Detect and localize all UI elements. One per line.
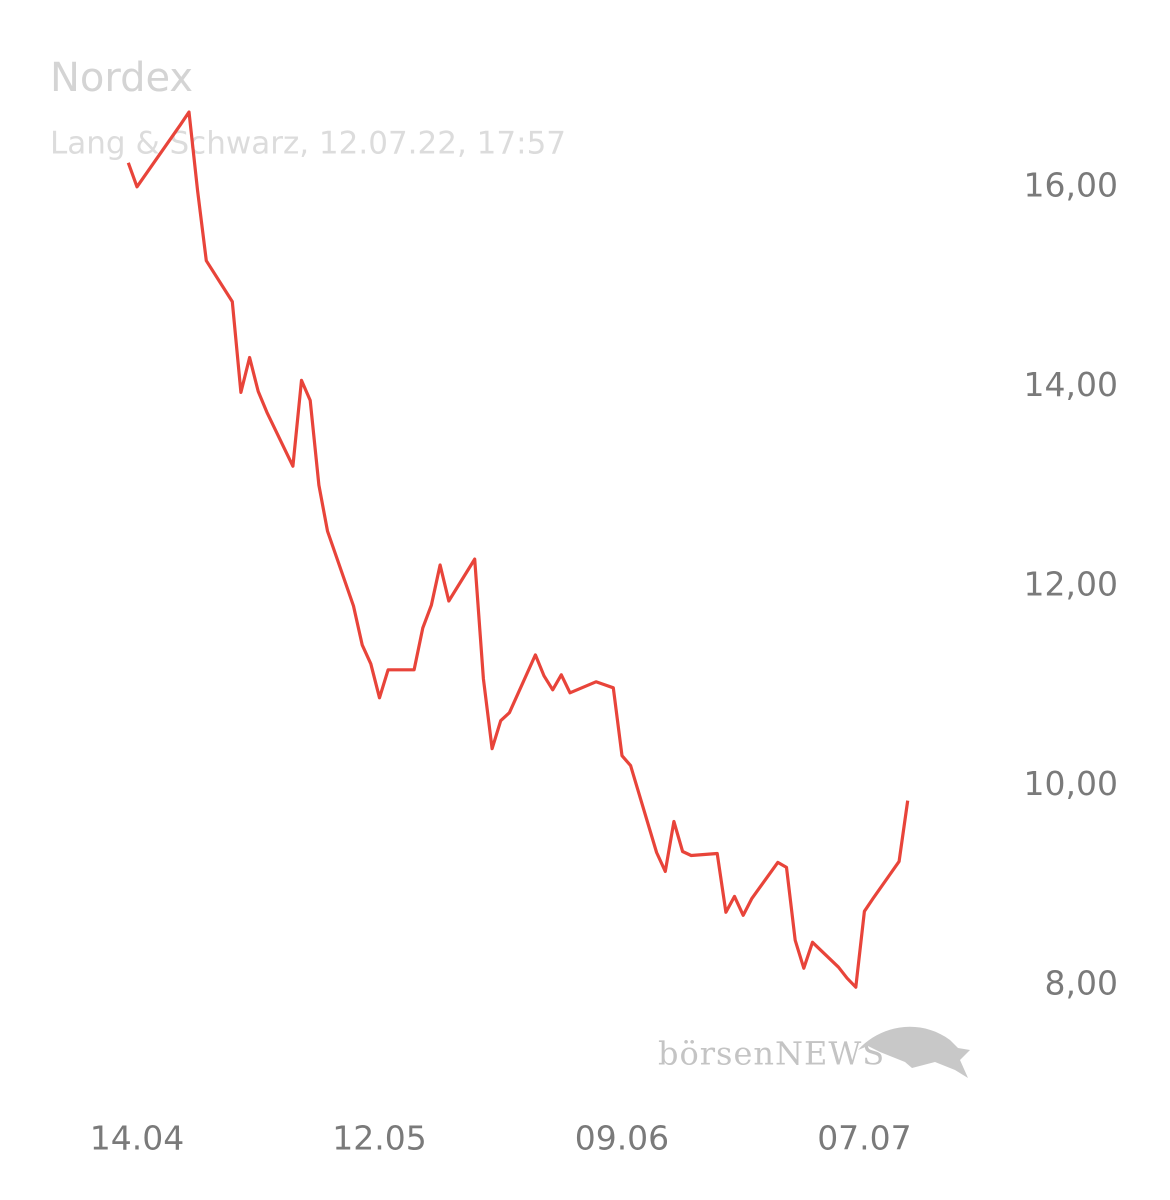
- x-tick-label: 14.04: [90, 1119, 184, 1158]
- y-tick-label: 12,00: [1024, 565, 1118, 604]
- y-tick-label: 16,00: [1024, 165, 1118, 204]
- x-tick-label: 09.06: [575, 1119, 669, 1158]
- chart-subtitle: Lang & Schwarz, 12.07.22, 17:57: [50, 126, 566, 162]
- y-tick-label: 14,00: [1024, 365, 1118, 404]
- watermark-text: börsenNEWS: [658, 1035, 885, 1073]
- chart-title: Nordex: [50, 55, 193, 101]
- y-tick-label: 8,00: [1045, 964, 1118, 1003]
- x-tick-label: 12.05: [332, 1119, 426, 1158]
- price-line: [126, 110, 910, 989]
- y-tick-label: 10,00: [1024, 764, 1118, 803]
- x-tick-label: 07.07: [817, 1119, 911, 1158]
- bull-icon: [858, 1026, 970, 1078]
- watermark-logo: börsenNEWS: [658, 1026, 970, 1078]
